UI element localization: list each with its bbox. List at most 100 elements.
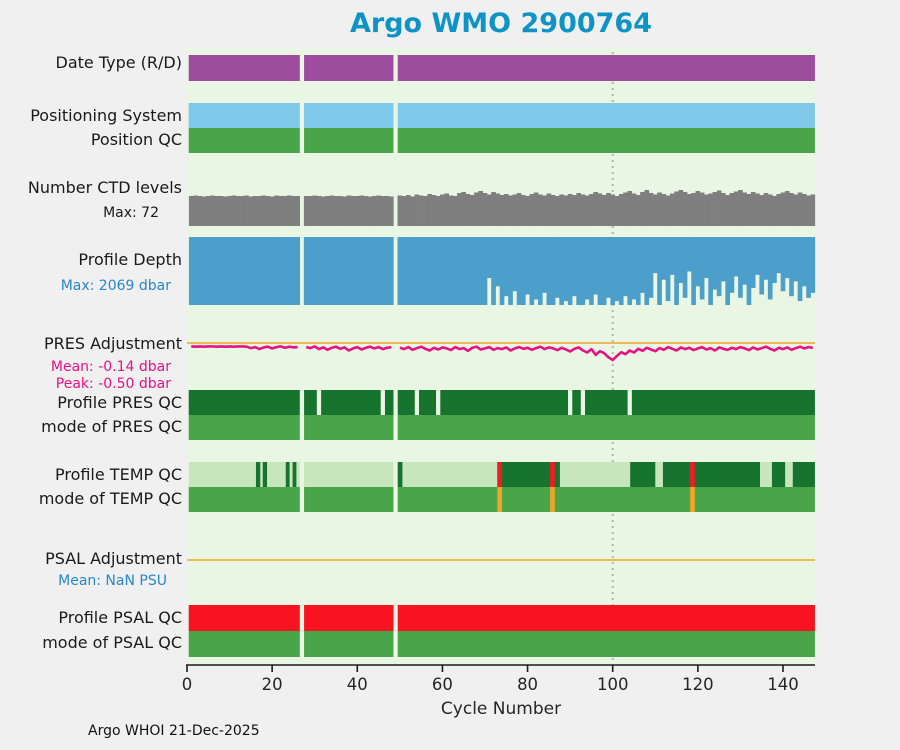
label-depth-max: Max: 2069 dbar (60, 278, 171, 294)
ctd-levels-bars (678, 190, 684, 226)
label-pres-adjustment: PRES Adjustment (44, 334, 182, 353)
mode-pres-qc-band (397, 415, 815, 440)
ctd-levels-bars (533, 192, 539, 226)
ctd-levels-bars (806, 195, 811, 226)
ctd-levels-bars (452, 196, 458, 226)
profile-depth-bars (610, 237, 616, 305)
profile-depth-bars (478, 237, 484, 305)
profile-depth-bars (627, 237, 633, 305)
ctd-levels-bars (201, 196, 207, 226)
ctd-levels-bars (295, 196, 301, 226)
profile-depth-bars (295, 237, 301, 305)
ctd-levels-bars (750, 192, 756, 226)
profile-depth-bars (342, 237, 347, 305)
x-tick-label-100: 100 (596, 675, 629, 694)
profile-depth-bars (410, 237, 415, 305)
ctd-levels-bars (325, 196, 330, 226)
profile-depth-bars (376, 237, 381, 305)
label-profile-psal-qc: Profile PSAL QC (58, 608, 182, 627)
profile-depth-bars (397, 237, 403, 305)
profile-temp-qc-band (188, 462, 300, 487)
profile-depth-bars (699, 237, 705, 300)
profile-depth-bars (282, 237, 288, 305)
ctd-levels-bars (423, 196, 428, 226)
x-tick-label-140: 140 (767, 675, 799, 694)
label-pres-peak: Peak: -0.50 dbar (55, 376, 171, 392)
label-number-ctd-levels: Number CTD levels (27, 178, 182, 197)
profile-depth-bars (401, 237, 407, 305)
profile-depth-bars (427, 237, 432, 305)
ctd-levels-bars (431, 195, 437, 226)
profile-pres-qc-band (440, 390, 569, 415)
ctd-levels-bars (261, 195, 266, 226)
profile-depth-bars (729, 237, 735, 293)
profile-depth-bars (235, 237, 241, 305)
profile-depth-bars (801, 237, 807, 287)
ctd-levels-bars (644, 190, 650, 226)
profile-psal-qc-band (397, 605, 815, 631)
x-tick-label-60: 60 (431, 675, 453, 694)
ctd-levels-bars (635, 195, 641, 226)
profile-depth-bars (350, 237, 356, 305)
profile-depth-bars (244, 237, 249, 305)
profile-depth-bars (678, 237, 684, 284)
profile-depth-bars (589, 237, 594, 305)
profile-depth-bars (461, 237, 467, 305)
ctd-levels-bars (350, 196, 356, 226)
ctd-levels-bars (801, 194, 807, 226)
ctd-levels-bars (810, 194, 816, 226)
profile-depth-bars (776, 237, 782, 274)
ctd-levels-bars (461, 192, 467, 226)
ctd-levels-bars (763, 193, 769, 226)
profile-temp-qc-band (497, 462, 503, 487)
profile-depth-bars (371, 237, 377, 305)
x-axis-title: Cycle Number (440, 699, 562, 719)
mode-psal-qc-band (304, 631, 394, 657)
profile-depth-bars (384, 237, 390, 305)
pres-adjustment-line (191, 345, 298, 351)
profile-depth-bars (742, 237, 748, 285)
profile-depth-bars (682, 237, 688, 298)
ctd-levels-bars (708, 193, 713, 226)
profile-depth-bars (712, 237, 718, 290)
label-positioning-system: Positioning System (30, 106, 182, 125)
x-tick-label-80: 80 (517, 675, 539, 694)
profile-depth-bars (538, 237, 543, 305)
profile-depth-bars (214, 237, 220, 305)
ctd-levels-bars (380, 196, 386, 226)
ctd-levels-bars (640, 192, 645, 226)
ctd-levels-bars (546, 193, 552, 226)
profile-depth-bars (325, 237, 330, 305)
profile-depth-bars (516, 237, 522, 305)
ctd-levels-bars (712, 192, 718, 226)
ctd-levels-bars (316, 196, 322, 226)
ctd-levels-bars (529, 194, 535, 226)
pres-adjustment-line (399, 345, 814, 362)
ctd-levels-bars (704, 194, 709, 226)
ctd-levels-bars (550, 195, 556, 226)
profile-depth-bars (303, 237, 309, 305)
profile-depth-bars (248, 237, 254, 305)
ctd-levels-bars (682, 192, 688, 226)
label-pres-mean: Mean: -0.14 dbar (50, 359, 171, 375)
ctd-levels-bars (772, 196, 777, 226)
profile-depth-bars (533, 237, 539, 300)
mode-psal-qc-band (188, 631, 300, 657)
profile-temp-qc-band (292, 462, 297, 487)
pres-adjustment-line (305, 345, 392, 352)
ctd-levels-bars (193, 195, 198, 226)
profile-depth-bars (576, 237, 581, 305)
ctd-levels-bars (205, 196, 211, 226)
ctd-levels-bars (563, 195, 569, 226)
profile-depth-bars (452, 237, 458, 305)
ctd-levels-bars (486, 194, 492, 226)
label-position-qc: Position QC (90, 130, 182, 149)
profile-depth-bars (652, 237, 658, 274)
profile-depth-bars (806, 237, 811, 298)
profile-depth-bars (201, 237, 207, 305)
ctd-levels-bars (776, 194, 782, 226)
profile-depth-bars (457, 237, 462, 305)
profile-depth-bars (520, 237, 526, 305)
label-ctd-max: Max: 72 (103, 205, 159, 221)
ctd-levels-bars (742, 192, 748, 226)
